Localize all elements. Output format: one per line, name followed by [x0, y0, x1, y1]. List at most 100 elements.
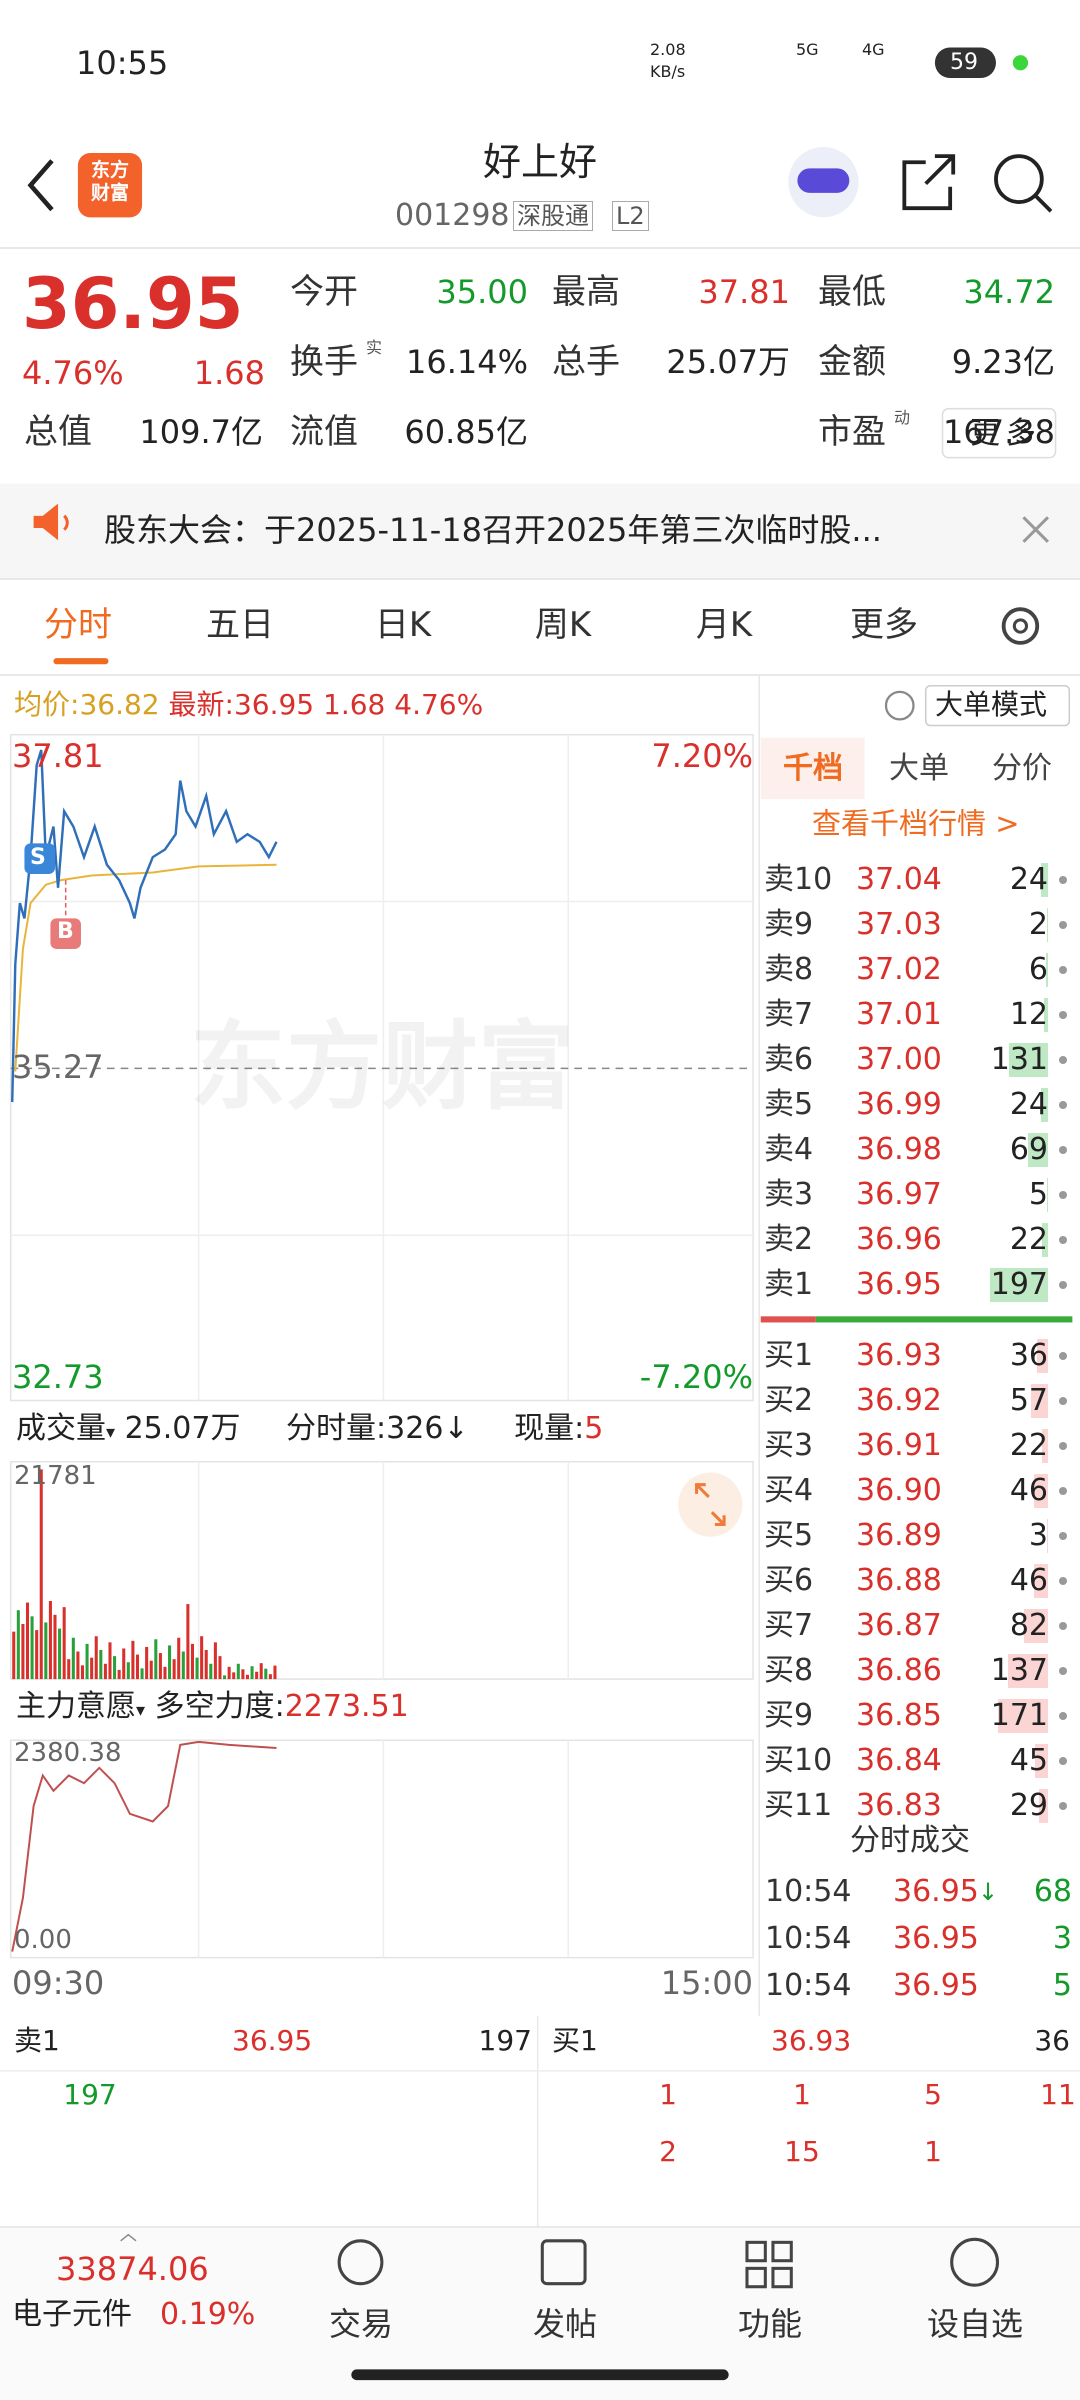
book-bar: [1007, 1654, 1048, 1688]
volume-bar-decor: [90, 1657, 94, 1680]
tag: 深股通: [513, 201, 593, 231]
volume-bar-decor: [76, 1651, 80, 1680]
book-label: 买3: [764, 1428, 814, 1463]
book-price: 37.01: [856, 997, 942, 1032]
stock-name: 好上好: [482, 140, 598, 184]
logo[interactable]: 东方财富: [90, 159, 129, 204]
tab[interactable]: 周K: [534, 605, 592, 645]
volume-bar-decor: [264, 1668, 268, 1680]
book-dot: [1059, 1352, 1067, 1360]
volume-bar-decor: [259, 1663, 263, 1680]
field-label: 金额: [818, 342, 886, 382]
book-label: 买5: [764, 1518, 814, 1553]
volume-bar-decor: [44, 1622, 48, 1680]
book-dot: [1059, 966, 1067, 974]
tab[interactable]: 更多: [850, 605, 918, 645]
volume-bar-decor: [245, 1674, 249, 1680]
arrow: ↓: [443, 1411, 469, 1446]
book-price: 36.93: [856, 1338, 942, 1373]
book-volume: 5: [1028, 1177, 1048, 1212]
nav-item[interactable]: 发帖: [532, 2305, 598, 2343]
book-volume: 46: [1009, 1563, 1048, 1598]
index-name[interactable]: 电子元件: [12, 2297, 132, 2332]
mode-button[interactable]: 大单模式: [935, 688, 1048, 721]
tab[interactable]: 分时: [44, 605, 112, 645]
volume-bar-decor: [39, 1469, 43, 1680]
nav-item[interactable]: 功能: [737, 2305, 803, 2343]
book-label: 买6: [764, 1563, 814, 1598]
book-tab[interactable]: 分价: [992, 751, 1052, 786]
volume-bar-decor: [113, 1656, 117, 1680]
field-value: 25.07万: [666, 343, 790, 381]
volume-bar-decor: [117, 1669, 121, 1680]
book-price: 36.90: [856, 1473, 942, 1508]
book-bar: [1034, 1744, 1048, 1778]
volume-bar-decor: [204, 1650, 208, 1680]
field-value: 167.38: [943, 413, 1055, 451]
trades-title: 分时成交: [850, 1823, 970, 1858]
book-price: 36.88: [856, 1563, 942, 1598]
volume-bar-decor: [218, 1656, 222, 1680]
book-label: 买1: [764, 1338, 814, 1373]
book-dot: [1059, 1712, 1067, 1720]
queue-ask-volume: 197: [478, 2024, 532, 2057]
book-label: 卖1: [764, 1267, 814, 1302]
chart-high-pct: 7.20%: [651, 737, 753, 775]
watermark: 东方财富: [190, 1011, 574, 1123]
ask-order: 197: [63, 2078, 117, 2111]
avg: 36.82: [79, 688, 160, 721]
volume-bar-decor: [236, 1663, 240, 1680]
book-tab[interactable]: 千档: [783, 751, 843, 786]
avg-label: 均价:: [14, 688, 80, 721]
book-volume: 3: [1028, 1518, 1048, 1553]
selector[interactable]: 成交量: [16, 1411, 106, 1446]
bid-order: 1: [659, 2078, 677, 2111]
tab[interactable]: 月K: [695, 605, 753, 645]
volume-bar-decor: [12, 1631, 16, 1680]
volume-bar-decor: [48, 1601, 52, 1680]
volume-bar-decor: [122, 1648, 126, 1680]
queue-bid-label: 买1: [552, 2024, 598, 2057]
field-sup: 实: [366, 338, 383, 357]
book-volume: 57: [1009, 1383, 1048, 1418]
selector[interactable]: 主力意愿: [16, 1689, 136, 1724]
book-dot: [1059, 1532, 1067, 1540]
book-bar: [1039, 1789, 1048, 1823]
chart-low: 32.73: [12, 1358, 104, 1396]
book-dot: [1059, 1577, 1067, 1585]
field-label: 总值: [24, 412, 92, 452]
bid-order: 1: [924, 2135, 942, 2168]
book-volume: 137: [990, 1653, 1048, 1688]
nav-item[interactable]: 交易: [328, 2305, 394, 2343]
volume-bar-decor: [163, 1666, 167, 1680]
notice[interactable]: 股东大会：于2025-11-18召开2025年第三次临时股...: [104, 511, 882, 549]
index-value[interactable]: 33874.06: [56, 2250, 209, 2288]
volume-bar-decor: [80, 1665, 85, 1680]
book-bar: [1041, 1429, 1048, 1463]
book-label: 卖7: [764, 997, 814, 1032]
marker: B: [57, 919, 74, 944]
index-change[interactable]: 0.19%: [160, 2297, 256, 2332]
nav-item[interactable]: 设自选: [926, 2305, 1024, 2343]
trade-price: 36.95: [893, 1921, 979, 1956]
field-value: 60.85亿: [404, 413, 528, 451]
book-price: 36.89: [856, 1518, 942, 1553]
book-tab[interactable]: 大单: [889, 751, 949, 786]
latest: 36.95: [233, 688, 315, 721]
volume-bar-decor: [94, 1636, 98, 1680]
trade-time: 10:54: [765, 1968, 852, 2003]
book-volume: 36: [1009, 1338, 1048, 1373]
trade-time: 10:54: [765, 1921, 852, 1956]
trade-time: 10:54: [765, 1874, 852, 1909]
book-link[interactable]: 查看千档行情 >: [812, 806, 1020, 841]
volume-bar-decor: [140, 1668, 144, 1680]
minute: 326: [386, 1411, 444, 1446]
tab[interactable]: 日K: [374, 605, 432, 645]
book-price: 36.95: [856, 1267, 942, 1302]
queue-ask-price: 36.95: [232, 2024, 313, 2057]
tab[interactable]: 五日: [206, 605, 274, 645]
bid-order: 2: [659, 2135, 677, 2168]
volume-bar-decor: [85, 1643, 89, 1680]
more-button[interactable]: 更多: [970, 416, 1042, 451]
